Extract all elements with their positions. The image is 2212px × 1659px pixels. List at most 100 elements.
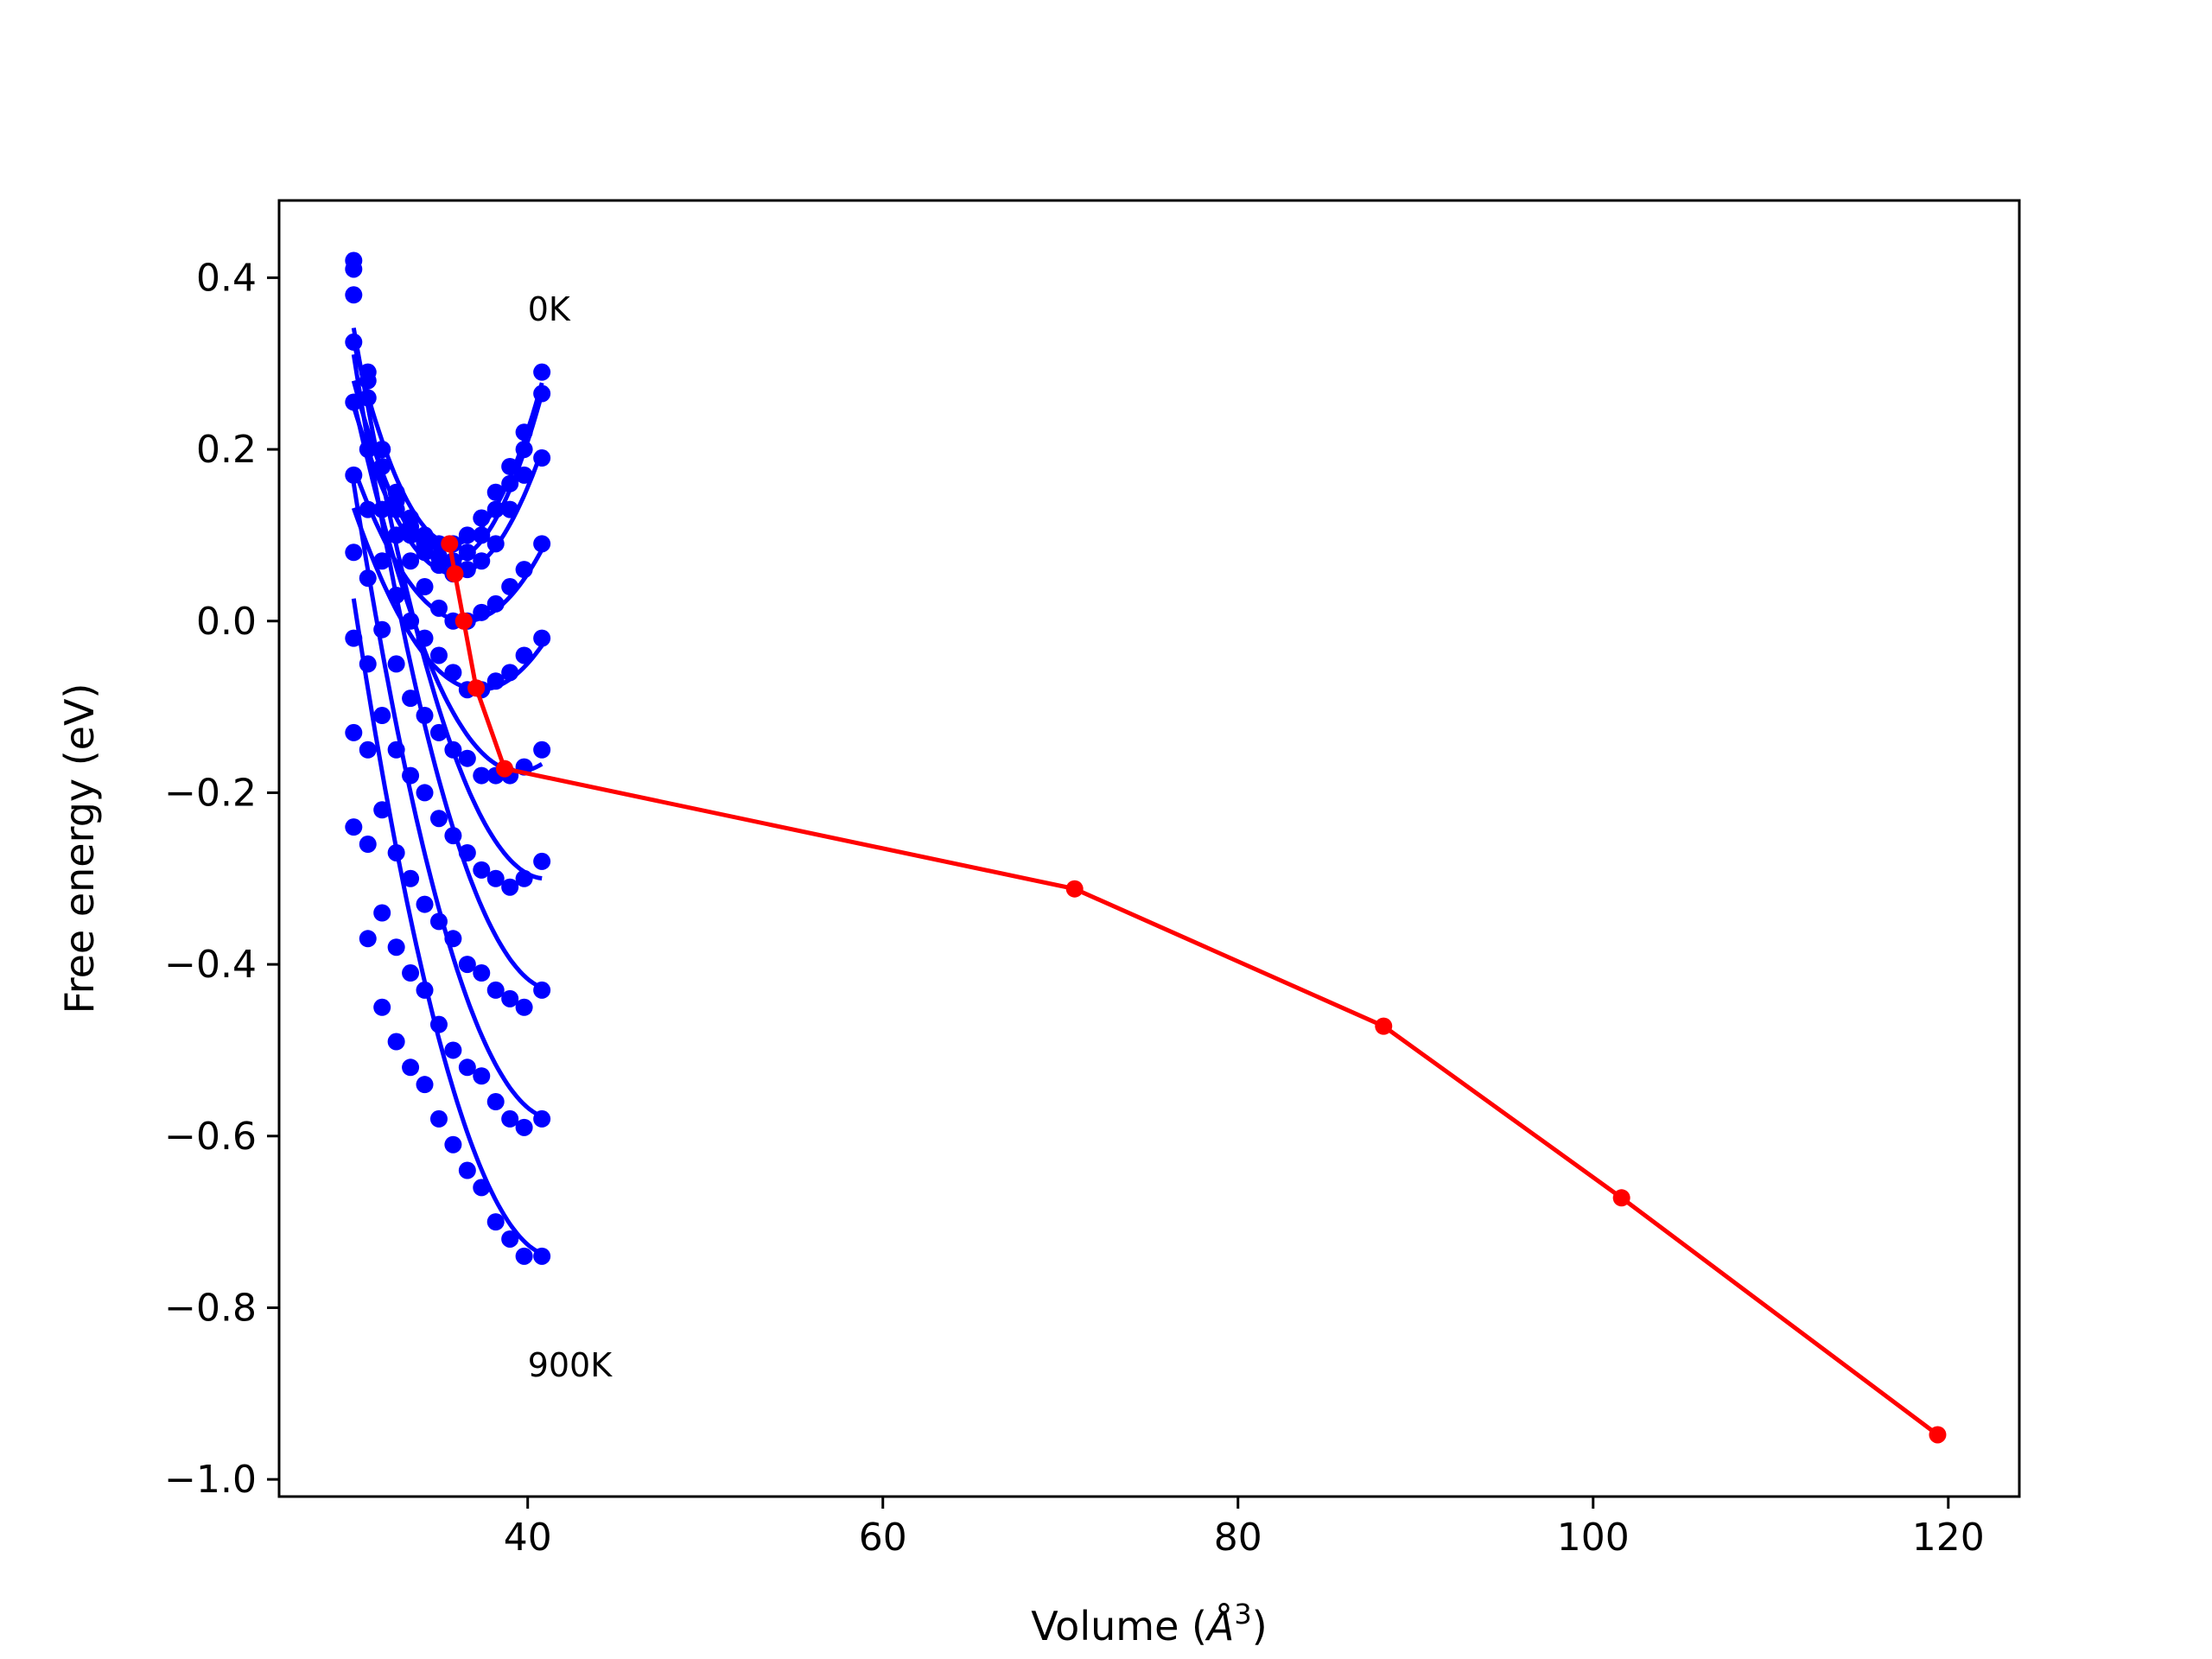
data-point — [533, 981, 551, 999]
plot-frame — [277, 199, 2021, 1498]
x-tick-label: 40 — [504, 1516, 552, 1560]
data-point — [402, 526, 420, 544]
data-point — [533, 449, 551, 467]
data-point — [402, 1058, 420, 1077]
equilibrium-point — [446, 565, 464, 583]
data-point — [501, 1109, 519, 1128]
data-point — [359, 372, 377, 390]
x-tick-label: 100 — [1557, 1516, 1630, 1560]
data-point — [387, 1033, 405, 1051]
y-tick-label: 0.2 — [196, 428, 257, 472]
data-point — [473, 861, 491, 879]
data-point — [429, 723, 448, 741]
data-point — [533, 852, 551, 870]
data-point — [458, 543, 476, 562]
data-point — [486, 869, 505, 887]
data-point — [486, 594, 505, 613]
data-point — [458, 1161, 476, 1179]
y-tick-label: −1.0 — [164, 1458, 257, 1502]
data-point — [345, 466, 363, 484]
data-point — [387, 741, 405, 759]
data-point — [429, 1109, 448, 1128]
fit-curve-6 — [351, 327, 543, 880]
data-point — [429, 1015, 448, 1033]
data-point — [486, 1213, 505, 1231]
data-point — [429, 912, 448, 931]
data-point — [473, 552, 491, 570]
data-point — [515, 466, 533, 484]
data-point — [444, 1041, 462, 1059]
equilibrium-point — [467, 679, 486, 697]
data-point — [458, 749, 476, 767]
y-axis-label: Free energy (eV) — [56, 683, 103, 1014]
data-point — [402, 766, 420, 785]
equilibrium-point — [1929, 1426, 1947, 1444]
data-point — [373, 707, 391, 725]
data-point — [486, 981, 505, 999]
data-point — [501, 578, 519, 596]
data-point — [533, 629, 551, 647]
annotation-label: 0K — [528, 290, 571, 328]
data-point — [501, 989, 519, 1007]
data-point — [402, 690, 420, 708]
data-point — [359, 500, 377, 518]
data-point — [473, 964, 491, 982]
data-point — [501, 878, 519, 896]
data-point — [533, 535, 551, 553]
y-tick-label: 0.0 — [196, 600, 257, 644]
data-point — [515, 869, 533, 887]
fit-curve-9 — [351, 598, 543, 1256]
data-point — [345, 260, 363, 278]
data-point — [533, 741, 551, 759]
data-point — [402, 964, 420, 982]
y-axis-ticks: 0.4 0.2 0.0 −0.2 −0.4 −0.6 −0.8 −1.0 — [164, 256, 279, 1502]
data-point — [515, 423, 533, 442]
equilibrium-path — [441, 535, 1947, 1444]
data-point — [416, 981, 434, 999]
data-point — [345, 543, 363, 562]
data-point — [387, 500, 405, 518]
data-point — [345, 723, 363, 741]
data-point — [373, 500, 391, 518]
x-axis-label: Volume (Å3) — [1031, 1598, 1267, 1649]
data-point — [515, 441, 533, 459]
x-axis-ticks: 40 60 80 100 120 — [504, 1497, 1985, 1560]
data-point — [387, 586, 405, 604]
data-point — [444, 1135, 462, 1154]
data-point — [345, 393, 363, 411]
data-point — [473, 603, 491, 621]
data-point — [416, 895, 434, 913]
equilibrium-point — [1612, 1189, 1630, 1207]
data-point — [416, 543, 434, 562]
fit-curve-7 — [351, 353, 543, 990]
data-point — [359, 569, 377, 588]
data-point — [444, 930, 462, 948]
data-point — [359, 836, 377, 854]
equilibrium-point — [441, 535, 459, 553]
y-tick-label: −0.6 — [164, 1115, 257, 1159]
data-point — [444, 741, 462, 759]
data-point — [359, 930, 377, 948]
equilibrium-point — [454, 612, 473, 630]
data-point — [533, 1247, 551, 1265]
data-point — [533, 385, 551, 403]
equilibrium-point — [1065, 880, 1084, 898]
data-point — [345, 286, 363, 304]
data-point — [387, 843, 405, 861]
annotation-label: 900K — [528, 1346, 613, 1384]
data-point — [402, 612, 420, 630]
data-point — [515, 646, 533, 664]
data-point — [473, 1067, 491, 1085]
data-point — [373, 457, 391, 475]
data-point — [373, 441, 391, 459]
data-point — [387, 526, 405, 544]
equilibrium-point — [1375, 1017, 1393, 1035]
data-point — [373, 904, 391, 922]
data-point — [501, 500, 519, 518]
data-point — [416, 1076, 434, 1094]
data-point — [373, 998, 391, 1016]
data-point — [444, 827, 462, 845]
data-point — [533, 1109, 551, 1128]
data-point — [473, 766, 491, 785]
data-point — [387, 655, 405, 673]
